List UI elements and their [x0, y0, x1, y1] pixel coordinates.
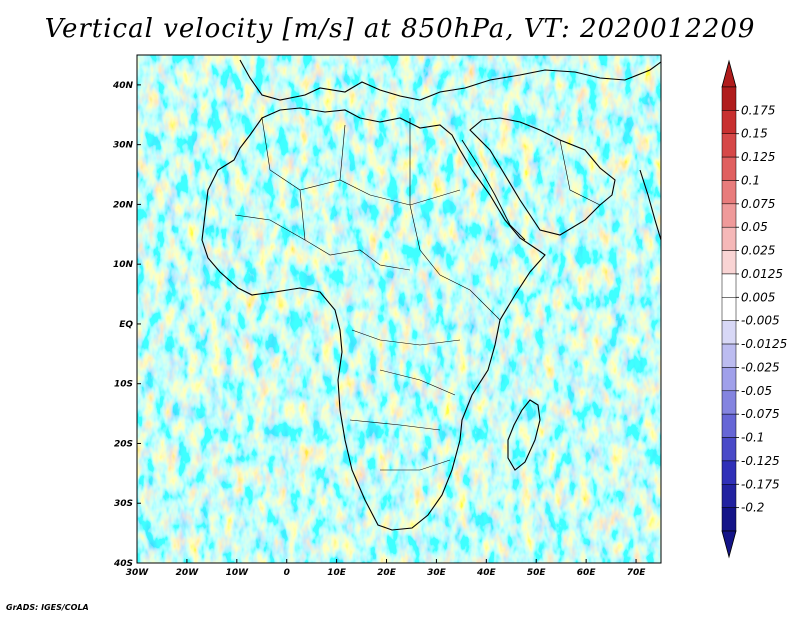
colorbar-bin	[721, 110, 737, 134]
colorbar-bin	[721, 273, 737, 298]
colorbar-bin	[721, 507, 737, 532]
colorbar: 0.175 0.15 0.125 0.1 0.075 0.05 0.025 0.0125 0.0…	[721, 59, 787, 559]
colorbar-bin	[721, 367, 737, 392]
lon-tick-label: 40E	[476, 568, 497, 578]
colorbar-bin	[721, 156, 737, 181]
map-area	[137, 55, 661, 563]
colorbar-bin	[721, 180, 737, 205]
colorbar-bin	[721, 437, 737, 462]
colorbar-bin	[721, 133, 737, 158]
lat-tick-label: 10N	[113, 260, 134, 270]
colorbar-top-arrow	[721, 59, 737, 88]
colorbar-label: -0.125	[741, 454, 780, 468]
velocity-field	[137, 55, 661, 563]
colorbar-bin	[721, 203, 737, 228]
lat-tick-label: 20N	[113, 200, 134, 210]
colorbar-label: 0.15	[741, 127, 768, 141]
lat-tick-label: EQ	[119, 320, 133, 330]
lon-tick-label: 30E	[427, 568, 447, 578]
colorbar-bin	[721, 297, 737, 321]
colorbar-label: -0.005	[741, 314, 780, 328]
colorbar-bin	[721, 343, 737, 368]
lon-tick-label: 10E	[327, 568, 347, 578]
colorbar-label: -0.175	[741, 477, 780, 491]
lat-tick-label: 30S	[114, 499, 133, 509]
lon-tick-label: 70E	[627, 568, 647, 578]
colorbar-bin	[721, 413, 737, 438]
coastline-madagascar	[507, 399, 541, 471]
colorbar-bin	[721, 390, 737, 415]
colorbar-bin	[721, 226, 737, 251]
coastline-arabia	[469, 117, 616, 236]
coastline-africa	[201, 107, 546, 531]
colorbar-bin	[721, 320, 737, 345]
colorbar-label: -0.075	[741, 407, 780, 421]
lat-tick-label: 30N	[113, 141, 134, 151]
colorbar-bin	[721, 250, 737, 275]
grads-credit: GrADS: IGES/COLA	[6, 603, 89, 612]
map-frame	[136, 54, 662, 564]
colorbar-bottom-arrow	[721, 530, 737, 559]
colorbar-label: 0.0125	[741, 267, 783, 281]
lat-tick-label: 40N	[112, 81, 134, 91]
lon-tick-label: 30W	[126, 568, 150, 578]
colorbar-bin	[721, 484, 737, 508]
colorbar-label: 0.125	[741, 150, 775, 164]
colorbar-label: 0.05	[741, 220, 768, 234]
colorbar-label: 0.005	[741, 290, 775, 304]
colorbar-label: -0.025	[741, 360, 780, 374]
coastline-europe	[239, 59, 661, 101]
lon-tick-label: 50E	[527, 568, 547, 578]
lon-tick-label: 10W	[226, 568, 250, 578]
lat-tick-label: 10S	[114, 380, 133, 390]
colorbar-bin	[721, 86, 737, 111]
colorbar-label: -0.0125	[741, 337, 787, 351]
colorbar-bin	[721, 460, 737, 485]
lon-tick-label: 20E	[377, 568, 397, 578]
coastline-india	[639, 169, 661, 241]
country-borders	[234, 117, 601, 471]
coastline-red-sea	[461, 139, 526, 241]
chart-title: Vertical velocity [m/s] at 850hPa, VT: 2…	[44, 14, 756, 44]
lat-tick-label: 20S	[114, 439, 133, 449]
lon-tick-label: 20W	[176, 568, 200, 578]
colorbar-label: 0.1	[741, 173, 760, 187]
lon-tick-label: 0	[284, 568, 290, 578]
colorbar-label: 0.025	[741, 244, 775, 258]
lat-tick-label: 40S	[113, 559, 133, 569]
lon-tick-label: 60E	[577, 568, 597, 578]
map-ticks: 30W 20W 10W 0 10E 20E 30E 40E 50E 60E 70E 40N 30N 20N…	[112, 81, 646, 578]
colorbar-label: 0.175	[741, 103, 775, 117]
colorbar-label: -0.05	[741, 384, 772, 398]
colorbar-label: -0.1	[741, 431, 764, 445]
colorbar-label: 0.075	[741, 197, 775, 211]
colorbar-label: -0.2	[741, 501, 764, 515]
